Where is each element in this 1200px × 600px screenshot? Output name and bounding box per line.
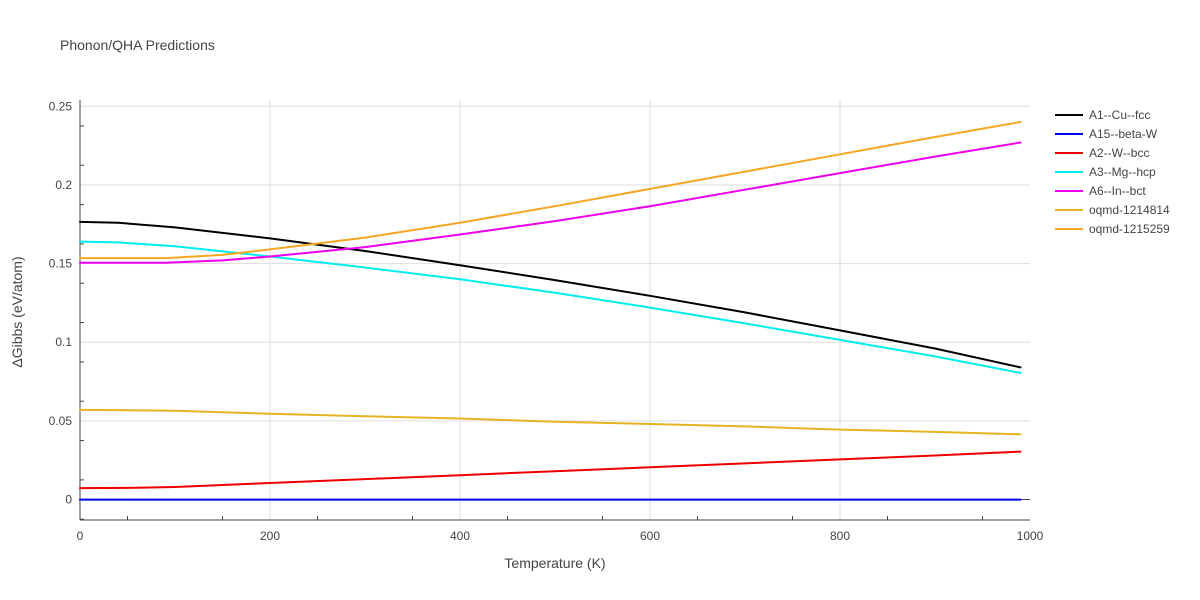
y-axis-title: ΔGibbs (eV/atom) [9,256,25,367]
y-tick-label: 0.15 [49,257,73,271]
grid [80,100,1030,520]
legend-label: A3--Mg--hcp [1089,165,1156,179]
x-tick-label: 0 [77,529,84,543]
x-tick-label: 200 [260,529,280,543]
legend-label: A2--W--bcc [1089,146,1149,160]
x-tick-labels: 0 200 400 600 800 1000 [77,529,1044,543]
series-layer [79,121,1022,501]
series-line-0 [79,220,1022,369]
legend-label: A15--beta-W [1089,127,1158,141]
series-line-2 [79,450,1022,490]
series-line-6 [79,121,1022,260]
y-tick-label: 0.25 [49,99,73,113]
y-tick-label: 0.1 [55,335,72,349]
y-tick-label: 0.05 [49,414,73,428]
legend-label: A1--Cu--fcc [1089,108,1150,122]
x-tick-label: 400 [450,529,470,543]
legend-label: oqmd-1215259 [1089,222,1170,236]
series-line-4 [79,141,1022,264]
axes [79,100,1030,521]
chart-title: Phonon/QHA Predictions [60,37,215,53]
legend: A1--Cu--fcc A15--beta-W A2--W--bcc A3--Mg--… [1055,108,1170,236]
x-tick-label: 800 [830,529,850,543]
series-line-5 [79,408,1022,436]
series-line-3 [79,240,1022,374]
x-axis-title: Temperature (K) [504,555,605,571]
legend-label: A6--In--bct [1089,184,1146,198]
legend-label: oqmd-1214814 [1089,203,1170,217]
y-tick-label: 0 [65,493,72,507]
y-tick-labels: 0 0.05 0.1 0.15 0.2 0.25 [49,99,73,506]
x-tick-label: 1000 [1017,529,1044,543]
y-tick-label: 0.2 [55,178,72,192]
x-tick-label: 600 [640,529,660,543]
